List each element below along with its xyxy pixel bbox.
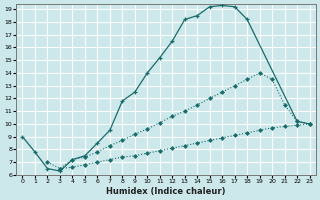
X-axis label: Humidex (Indice chaleur): Humidex (Indice chaleur) (106, 187, 226, 196)
